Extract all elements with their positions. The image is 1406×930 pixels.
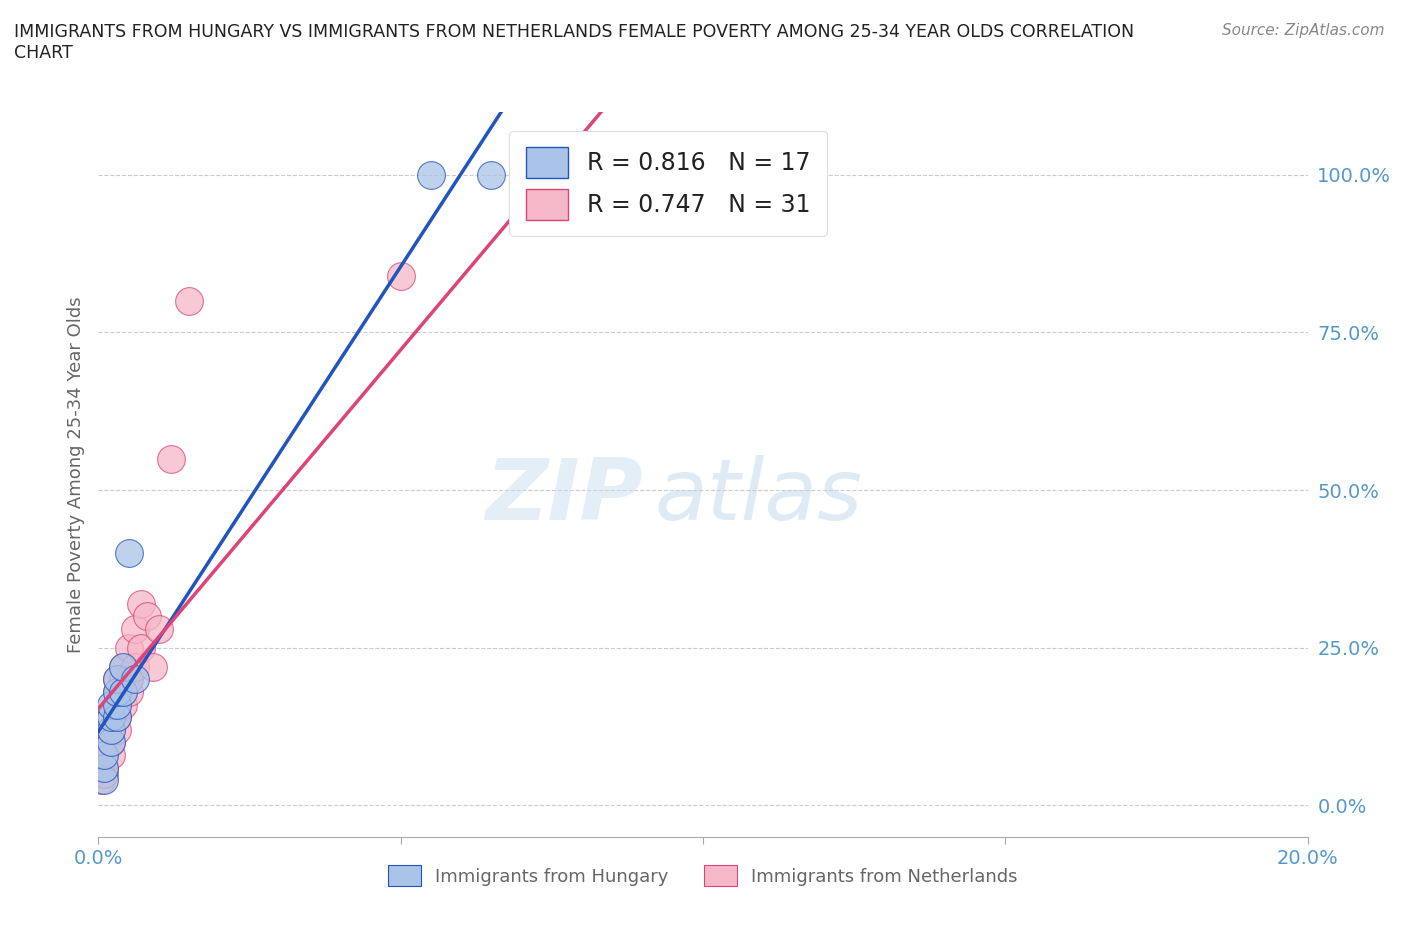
Point — [111, 659, 134, 674]
Point — [631, 167, 654, 182]
Point — [105, 698, 128, 712]
Point — [135, 609, 157, 624]
Point — [118, 546, 141, 561]
Point — [93, 760, 115, 775]
Point — [129, 641, 152, 656]
Point — [100, 710, 122, 724]
Text: Source: ZipAtlas.com: Source: ZipAtlas.com — [1222, 23, 1385, 38]
Point — [100, 710, 122, 724]
Point — [93, 760, 115, 775]
Point — [100, 735, 122, 750]
Point — [100, 735, 122, 750]
Point — [129, 596, 152, 611]
Point — [389, 268, 412, 283]
Point — [118, 641, 141, 656]
Point — [105, 698, 128, 712]
Point — [111, 698, 134, 712]
Point — [93, 766, 115, 781]
Point — [90, 773, 112, 788]
Point — [100, 723, 122, 737]
Point — [105, 710, 128, 724]
Point — [118, 671, 141, 686]
Y-axis label: Female Poverty Among 25-34 Year Olds: Female Poverty Among 25-34 Year Olds — [66, 296, 84, 653]
Point — [142, 659, 165, 674]
Point — [105, 684, 128, 699]
Text: ZIP: ZIP — [485, 455, 643, 538]
Point — [111, 671, 134, 686]
Point — [93, 773, 115, 788]
Point — [100, 698, 122, 712]
Point — [118, 684, 141, 699]
Point — [105, 710, 128, 724]
Point — [93, 748, 115, 763]
Point — [105, 684, 128, 699]
Point — [100, 748, 122, 763]
Point — [111, 659, 134, 674]
Point — [148, 621, 170, 636]
Point — [124, 621, 146, 636]
Point — [160, 451, 183, 466]
Text: IMMIGRANTS FROM HUNGARY VS IMMIGRANTS FROM NETHERLANDS FEMALE POVERTY AMONG 25-3: IMMIGRANTS FROM HUNGARY VS IMMIGRANTS FR… — [14, 23, 1135, 62]
Point — [179, 293, 201, 308]
Point — [100, 723, 122, 737]
Point — [105, 671, 128, 686]
Point — [124, 671, 146, 686]
Point — [124, 659, 146, 674]
Point — [105, 671, 128, 686]
Text: atlas: atlas — [655, 455, 863, 538]
Legend: Immigrants from Hungary, Immigrants from Netherlands: Immigrants from Hungary, Immigrants from… — [381, 858, 1025, 893]
Point — [93, 748, 115, 763]
Point — [481, 167, 503, 182]
Point — [111, 684, 134, 699]
Point — [105, 723, 128, 737]
Point — [111, 684, 134, 699]
Point — [420, 167, 443, 182]
